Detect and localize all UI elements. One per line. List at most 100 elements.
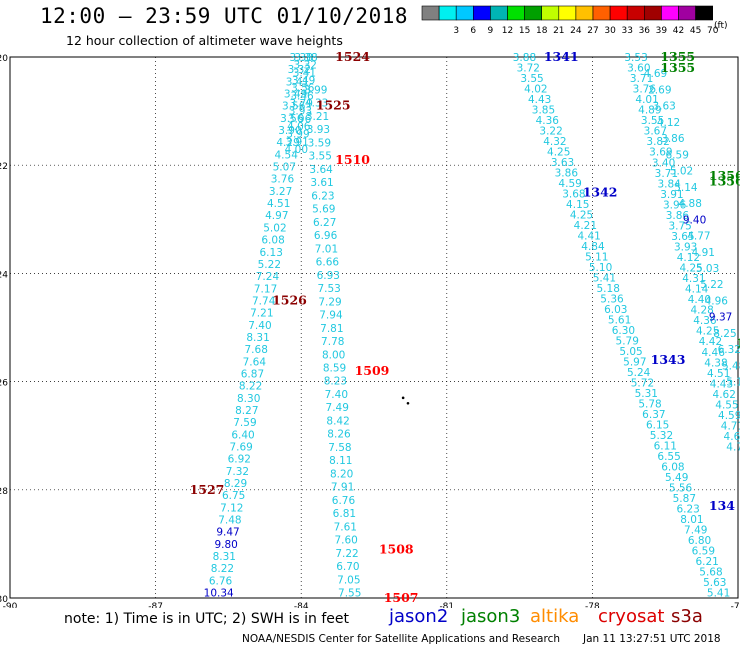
wave-height-value: 3.56 — [280, 113, 304, 125]
wave-height-value: 4.43 — [528, 94, 551, 106]
wave-height-value: 3.53 — [624, 52, 647, 64]
wave-height-value: 7.61 — [334, 521, 357, 533]
wave-height-value: 3.63 — [551, 157, 574, 169]
wave-height-value: 4.40 — [688, 294, 711, 306]
wave-height-value: 8.22 — [211, 563, 234, 575]
wave-height-value: 4.55 — [715, 399, 738, 411]
wave-height-value: 3.76 — [271, 174, 295, 186]
wave-height-value: 5.10 — [589, 262, 612, 274]
wave-height-value: 3.88 — [513, 52, 536, 64]
legend-swatch — [558, 5, 577, 21]
pass-number-label: 134 — [709, 498, 735, 513]
wave-height-value: 7.21 — [250, 308, 273, 320]
wave-height-value: 5.03 — [696, 263, 719, 275]
legend-tick-label: 33 — [621, 26, 632, 36]
wave-height-value: 4.28 — [690, 305, 713, 317]
wave-height-value: 6.70 — [336, 561, 359, 573]
legend-tick-label: 18 — [536, 26, 548, 36]
wave-height-value: 4.54 — [275, 149, 299, 161]
wave-height-value: 8.29 — [224, 478, 247, 490]
wave-height-value: 8.25 — [713, 328, 736, 340]
wave-height-value: 6.66 — [316, 257, 340, 269]
wave-height-value: 6.87 — [241, 368, 264, 380]
wave-height-value: 4.29 — [276, 137, 299, 149]
wave-height-value: 4.71 — [721, 420, 740, 432]
pass-number-label: 1524 — [335, 49, 370, 64]
wave-height-map: -20 -22 -24 -26 -28 -30-90 -87 -84 -81 -78 -75 3.38… — [0, 49, 740, 608]
pass-number-label: 1509 — [355, 363, 390, 378]
pass-number-label: 1355 — [660, 49, 695, 64]
wave-height-value: 4.59 — [558, 178, 581, 190]
wave-height-value: 6.92 — [228, 454, 251, 466]
wave-height-value: 3.27 — [269, 186, 292, 198]
wave-height-value: 7.22 — [335, 548, 358, 560]
wave-height-value: 6.30 — [612, 325, 635, 337]
wave-height-value: 3.93 — [674, 241, 697, 253]
wave-height-value: 5.78 — [638, 399, 661, 411]
wave-height-value: 4.63 — [724, 431, 740, 443]
wave-height-value: 6.59 — [692, 546, 715, 558]
legend-swatch — [592, 5, 611, 21]
wave-height-value: 5.02 — [263, 222, 286, 234]
wave-height-value: 8.20 — [330, 468, 353, 480]
legend-swatch — [609, 5, 628, 21]
footer-note: note: 1) Time is in UTC; 2) SWH is in fe… — [64, 611, 350, 627]
wave-height-value: 7.32 — [226, 466, 249, 478]
wave-height-value: 7.64 — [243, 356, 267, 368]
wave-height-value: 4.96 — [705, 295, 729, 307]
wave-height-value: 5.87 — [673, 493, 696, 505]
wave-height-value: 5.32 — [650, 430, 673, 442]
wave-height-value: 4.31 — [682, 273, 705, 285]
legend-tick-label: 6 — [470, 26, 476, 36]
legend-swatch — [421, 5, 440, 21]
wave-height-value: 3.41 — [293, 67, 316, 79]
legend-tick-label: 36 — [639, 26, 651, 36]
wave-height-value: 5.18 — [597, 283, 620, 295]
pass-number-label: 1507 — [384, 590, 419, 605]
wave-height-value: 7.69 — [229, 442, 252, 454]
legend-swatch — [507, 5, 525, 21]
wave-height-value: 6.96 — [314, 230, 338, 242]
wave-height-value: 5.14 — [674, 182, 698, 194]
wave-height-value: 5.07 — [273, 162, 296, 174]
wave-height-value: 4.36 — [693, 315, 717, 327]
wave-height-value: 5.48 — [722, 360, 740, 372]
generated-timestamp: Jan 11 13:27:51 UTC 2018 — [583, 633, 721, 645]
legend-tick-label: 70 — [707, 26, 719, 36]
wave-height-value: 6.23 — [676, 504, 699, 516]
wave-height-value: 5.79 — [616, 336, 639, 348]
wave-height-value: 3.63 — [652, 101, 675, 113]
legend-tick-label: 42 — [673, 26, 684, 36]
longitude-label: -78 — [585, 602, 600, 608]
wave-height-value: 3.96 — [663, 199, 687, 211]
wave-height-value: 3.79 — [290, 98, 313, 110]
wave-height-value: 3.99 — [286, 129, 309, 141]
wave-height-value: 3.64 — [309, 164, 333, 176]
wave-height-value: 4.15 — [566, 199, 589, 211]
wave-height-value: 3.71 — [630, 73, 653, 85]
wave-height-value: 7.58 — [328, 442, 351, 454]
wave-height-value: 4.41 — [577, 231, 600, 243]
wave-height-value: 6.32 — [718, 344, 740, 356]
wave-height-value: 3.69 — [649, 147, 672, 159]
wave-height-value: 6.80 — [688, 535, 711, 547]
wave-height-value: 4.12 — [657, 117, 680, 129]
wave-height-value: 5.24 — [627, 367, 651, 379]
wave-height-value: 7.78 — [321, 336, 344, 348]
wave-height-value: 6.21 — [695, 556, 718, 568]
wave-height-value: 8.26 — [327, 429, 351, 441]
wave-height-value: 5.22 — [258, 259, 281, 271]
wave-height-value: 4.36 — [536, 115, 560, 127]
wave-height-value: 3.93 — [307, 124, 330, 136]
wave-height-value: 5.63 — [703, 577, 726, 589]
wave-height-value: 4.25 — [547, 147, 570, 159]
pass-number-label: 1527 — [190, 482, 225, 497]
satellite-name-jason3: jason3 — [461, 606, 521, 627]
wave-height-value: 4.00 — [285, 144, 308, 156]
satellite-name-s3a: s3a — [671, 606, 703, 627]
legend-tick-label: 12 — [502, 26, 513, 36]
wave-height-value: 5.41 — [707, 588, 730, 600]
wave-height-value: 4.59 — [718, 410, 740, 422]
wave-height-value: 6.23 — [311, 190, 334, 202]
legend-tick-label: 21 — [553, 26, 564, 36]
